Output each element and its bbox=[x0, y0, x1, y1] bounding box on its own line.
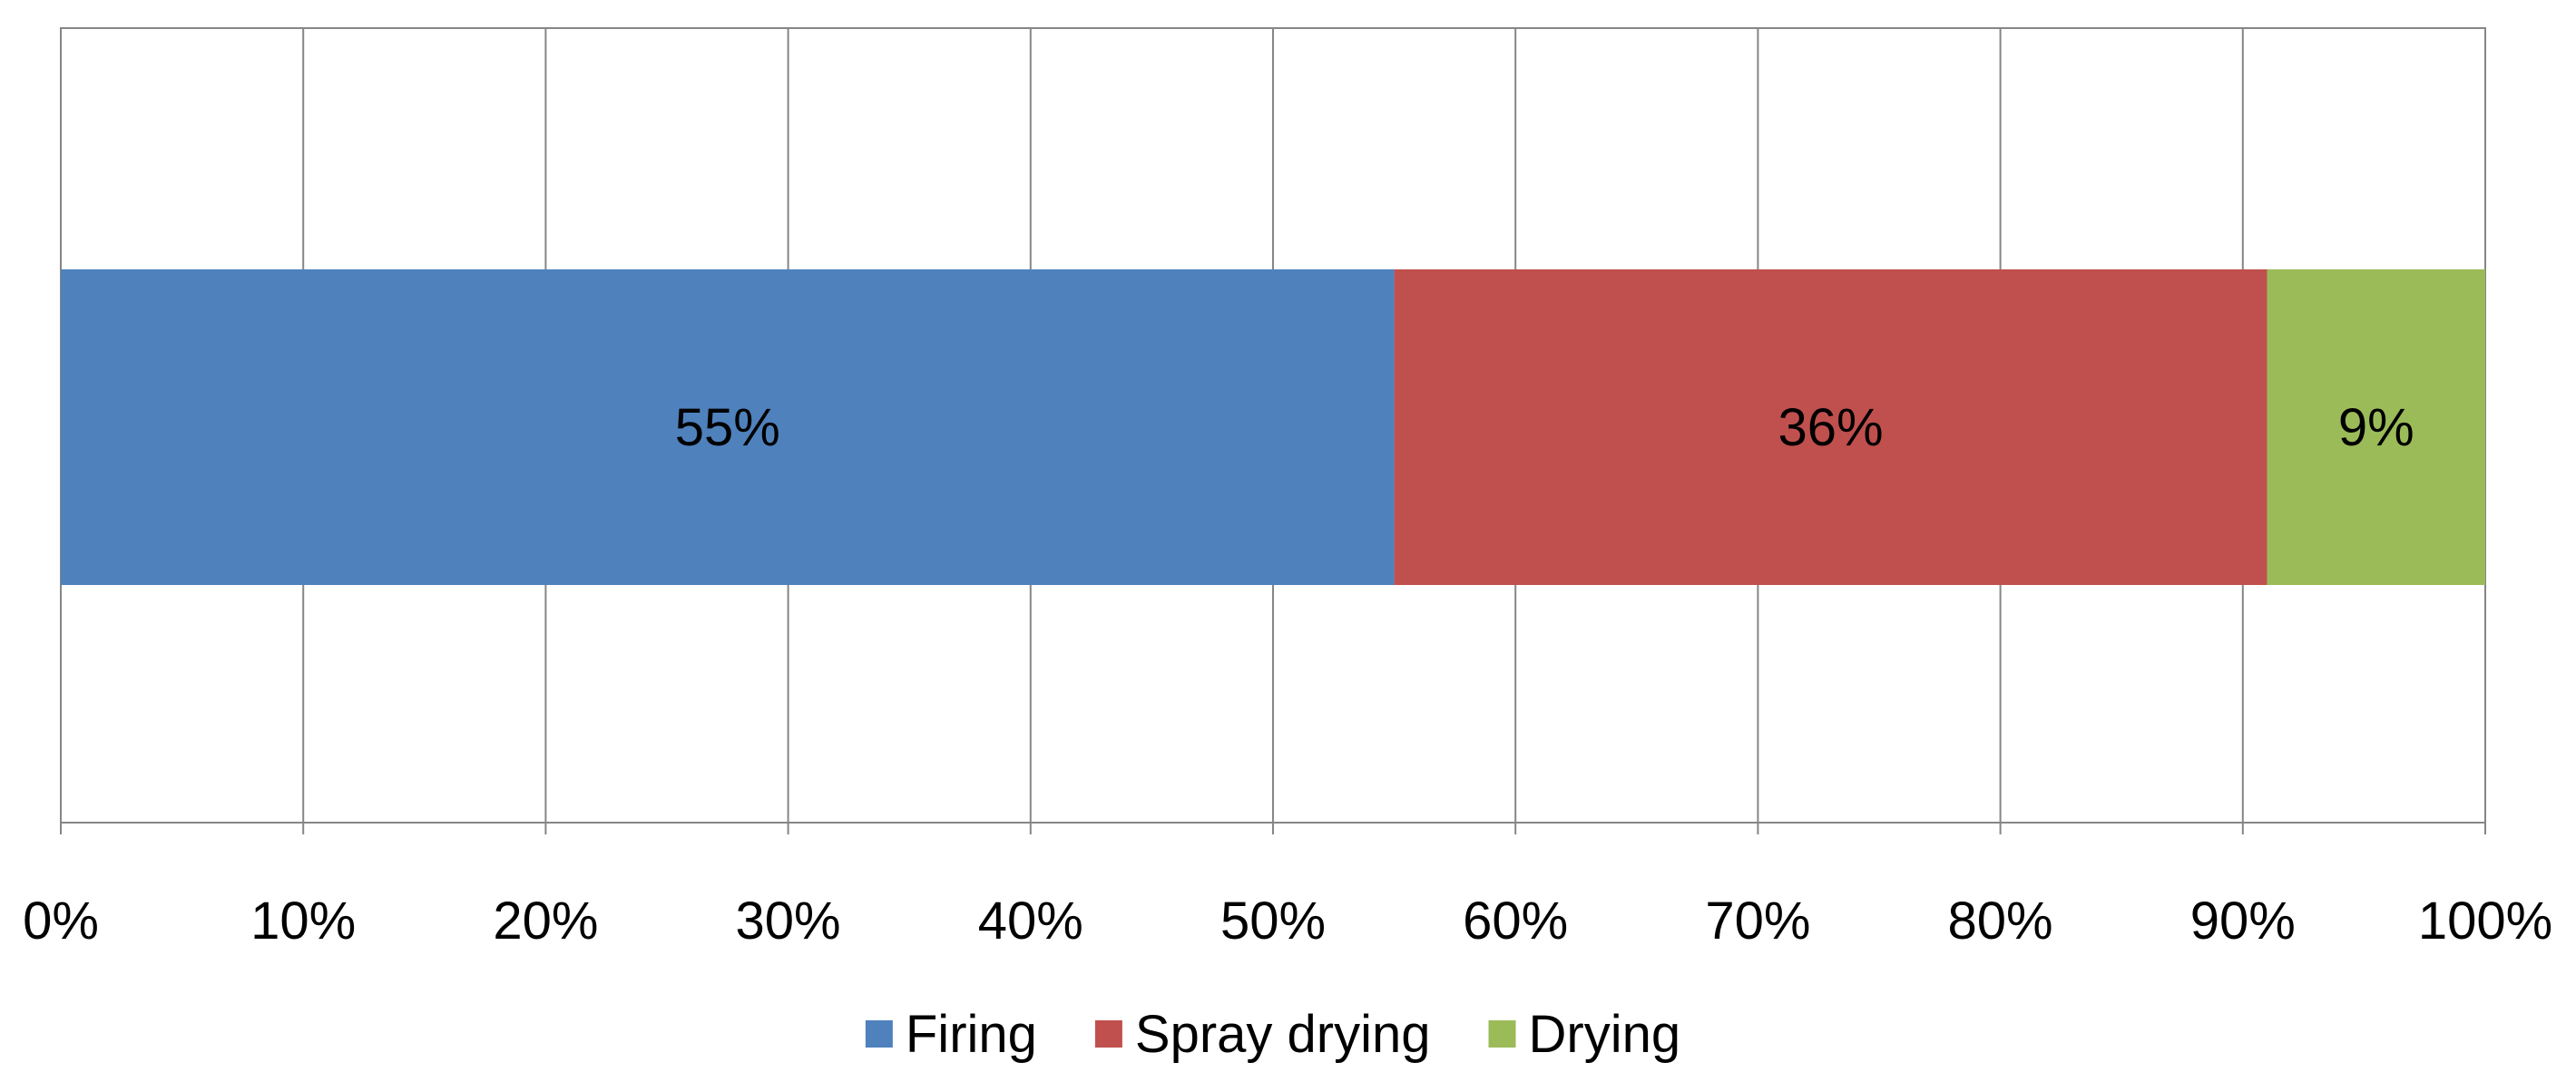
x-tick-label: 70% bbox=[1705, 892, 1810, 950]
legend-label: Spray drying bbox=[1135, 1005, 1431, 1064]
data-label: 55% bbox=[675, 398, 780, 457]
x-tick-label: 0% bbox=[23, 892, 99, 950]
x-axis-ticks bbox=[60, 823, 2486, 834]
x-tick-label: 100% bbox=[2418, 892, 2552, 950]
legend-label: Drying bbox=[1529, 1005, 1681, 1064]
bar-segment-firing bbox=[61, 269, 1395, 585]
bar-segment-spray-drying bbox=[1394, 269, 2267, 585]
x-tick-label: 60% bbox=[1463, 892, 1568, 950]
legend-swatch bbox=[1094, 1020, 1122, 1048]
x-tick-label: 80% bbox=[1948, 892, 2053, 950]
data-label: 9% bbox=[2338, 398, 2414, 457]
legend-item-drying: Drying bbox=[1488, 1005, 1681, 1064]
bar-segments: 55% 36% 9% bbox=[61, 269, 2485, 585]
bar-segment-drying bbox=[2267, 269, 2485, 585]
x-tick-label: 50% bbox=[1220, 892, 1326, 950]
x-axis-tick-labels: 0% 10% 20% 30% 40% 50% 60% 70% 80% 90% 100% bbox=[23, 892, 2552, 950]
legend-item-spray-drying: Spray drying bbox=[1094, 1005, 1431, 1064]
legend-item-firing: Firing bbox=[865, 1005, 1037, 1064]
x-tick-label: 40% bbox=[978, 892, 1083, 950]
legend-label: Firing bbox=[906, 1005, 1037, 1064]
x-tick-label: 20% bbox=[493, 892, 598, 950]
legend: Firing Spray drying Drying bbox=[865, 1005, 1681, 1064]
x-tick-label: 30% bbox=[736, 892, 841, 950]
legend-swatch bbox=[865, 1020, 893, 1048]
data-label: 36% bbox=[1778, 398, 1884, 457]
x-tick-label: 90% bbox=[2190, 892, 2296, 950]
x-tick-label: 10% bbox=[250, 892, 356, 950]
legend-swatch bbox=[1488, 1020, 1516, 1048]
